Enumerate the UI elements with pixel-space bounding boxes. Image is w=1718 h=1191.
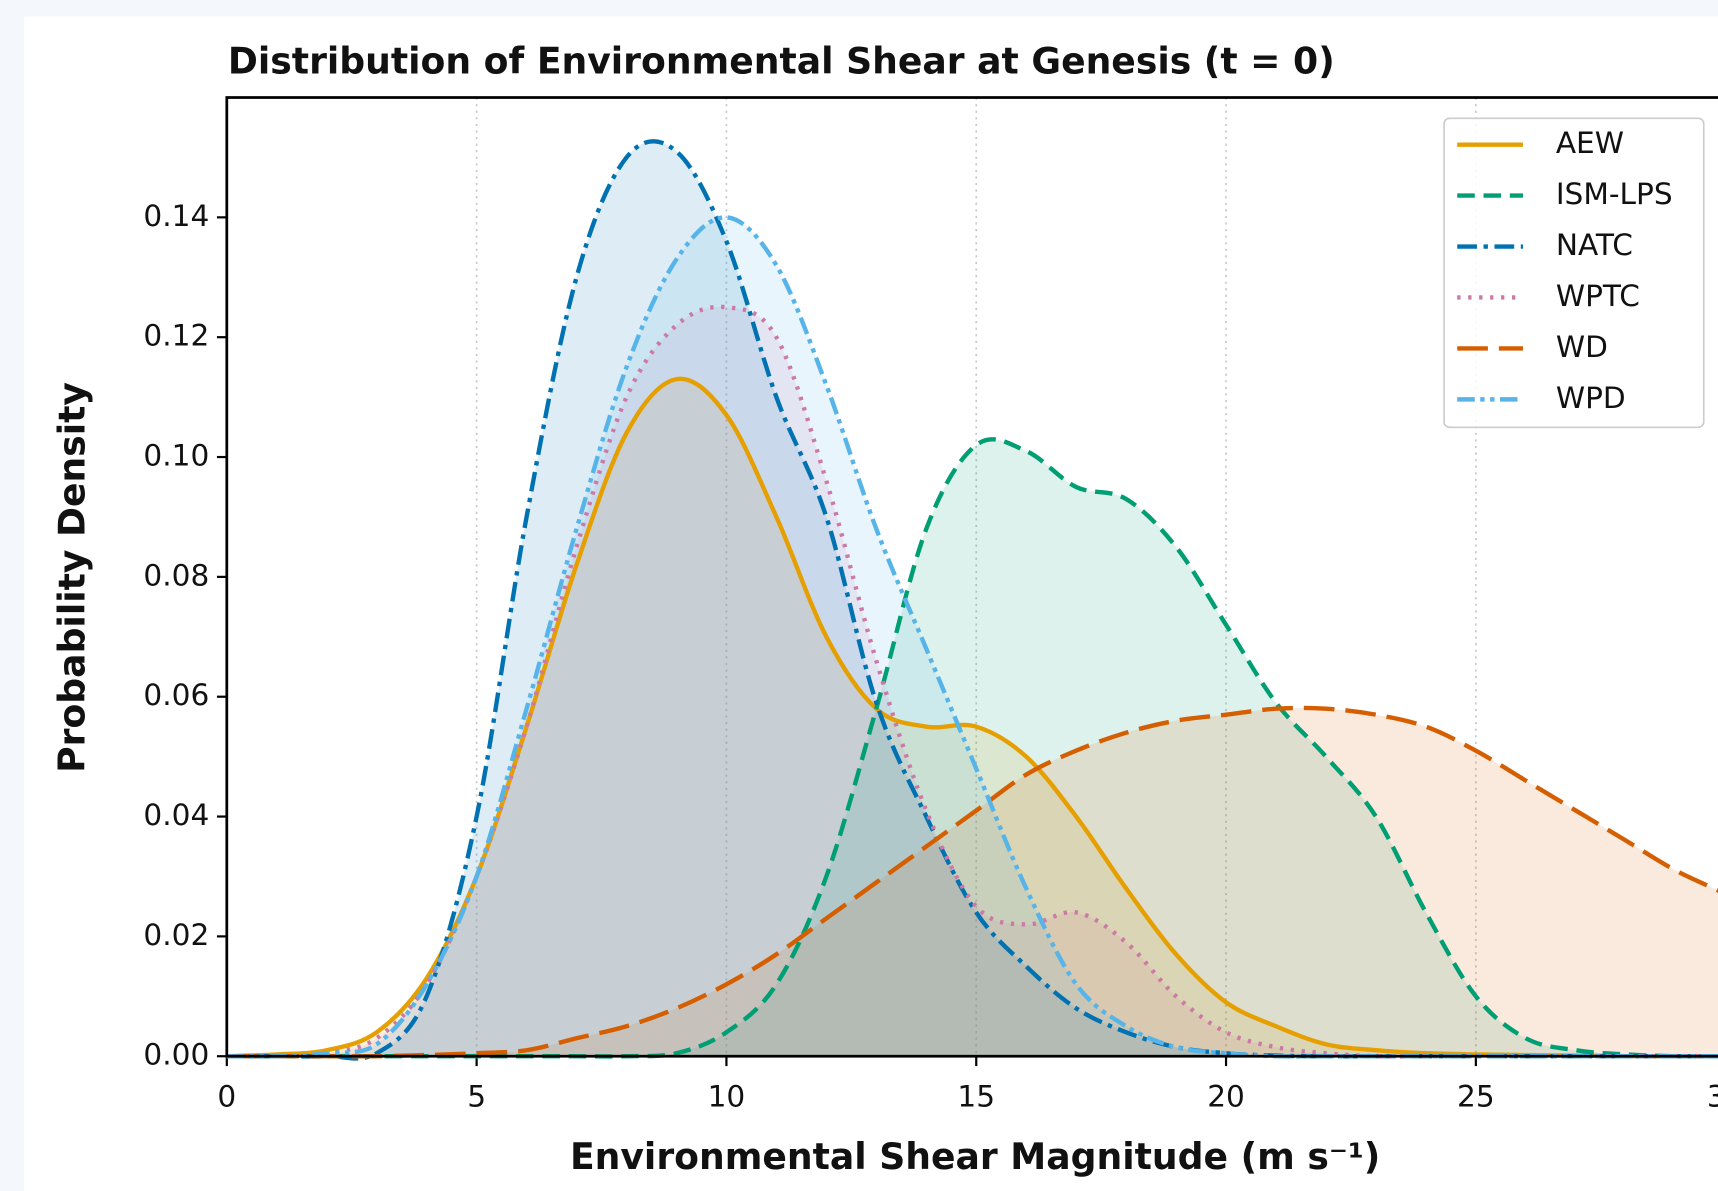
y-tick-label: 0.06	[143, 678, 209, 712]
legend: AEW ISM-LPS NATC WPTC WD WPD	[1443, 117, 1705, 429]
x-tick-label: 30	[1707, 1079, 1718, 1113]
y-tick-label: 0.08	[143, 558, 209, 592]
y-tick-label: 0.10	[143, 439, 209, 473]
x-tick-label: 10	[708, 1079, 746, 1113]
y-axis-label: Probability Density	[51, 382, 94, 773]
x-tick-label: 25	[1457, 1079, 1495, 1113]
y-tick-label: 0.04	[143, 798, 209, 832]
legend-label: WD	[1556, 330, 1608, 364]
legend-label: ISM-LPS	[1556, 177, 1673, 211]
x-tick-label: 15	[957, 1079, 995, 1113]
legend-label: NATC	[1556, 228, 1633, 262]
density-area	[226, 439, 1718, 1057]
density-line	[226, 215, 1718, 1059]
y-tick-label: 0.12	[143, 319, 209, 353]
legend-label: AEW	[1556, 126, 1624, 160]
density-area	[226, 378, 1718, 1057]
card	[24, 16, 1718, 1191]
density-line	[226, 139, 1718, 1061]
legend-label: WPTC	[1556, 279, 1640, 313]
legend-label: WPD	[1556, 381, 1626, 415]
y-tick-label: 0.14	[143, 199, 209, 233]
x-tick-label: 5	[467, 1079, 486, 1113]
x-tick-label: 20	[1207, 1079, 1245, 1113]
y-tick-label: 0.00	[143, 1038, 209, 1072]
density-area	[226, 217, 1718, 1057]
x-tick-label: 0	[217, 1079, 236, 1113]
y-tick-label: 0.02	[143, 918, 209, 952]
lines	[226, 139, 1718, 1061]
density-line	[226, 437, 1718, 1059]
density-area	[226, 141, 1718, 1059]
density-line	[226, 705, 1718, 1059]
plot-frame	[225, 96, 1718, 1058]
chart-title: Distribution of Environmental Shear at G…	[228, 40, 1335, 83]
density-area	[226, 707, 1718, 1057]
x-axis-label: Environmental Shear Magnitude (m s⁻¹)	[570, 1135, 1380, 1178]
